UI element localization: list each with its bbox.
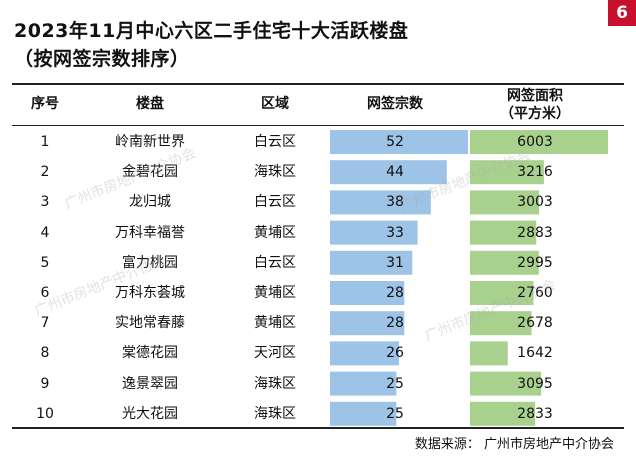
cell-district: 白云区 [254,134,296,150]
count-bar [330,160,447,185]
cell-name: 万科东荟城 [115,285,185,301]
count-bar [330,220,418,245]
header-name: 楼盘 [136,96,164,112]
count-bar [330,371,397,396]
cell-count: 28 [386,315,404,332]
chart-title: 2023年11月中心六区二手住宅十大活跃楼盘 [14,20,409,42]
cell-district: 海珠区 [254,375,296,392]
cell-count: 52 [386,134,404,150]
cell-area: 2995 [517,254,553,271]
cell-name: 棠德花园 [122,345,178,362]
cell-area: 3003 [517,194,553,211]
area-bar [470,190,540,215]
header-count: 网签宗数 [367,96,423,112]
area-bar [470,281,534,305]
count-bar [330,130,468,154]
table-top-rule [12,83,624,85]
cell-area: 2833 [517,405,553,422]
cell-name: 逸景翠园 [122,375,178,392]
header-area-line1: 网签面积 [507,88,563,104]
area-bar [470,311,532,336]
area-bar [470,130,608,154]
cell-district: 天河区 [254,345,296,362]
cell-count: 33 [386,224,404,241]
cell-rank: 7 [40,315,50,332]
cell-count: 28 [386,285,404,301]
cell-area: 2883 [517,224,553,241]
count-bar [330,311,405,336]
cell-name: 光大花园 [122,405,178,422]
cell-rank: 4 [40,224,50,241]
cell-area: 1642 [517,345,553,362]
cell-count: 26 [386,345,404,362]
area-bar [470,220,537,245]
cell-district: 白云区 [254,194,296,211]
cell-count: 31 [386,254,404,271]
cell-area: 3095 [517,375,553,392]
cell-area: 3216 [517,164,553,181]
area-bar [470,341,508,366]
area-bar [470,371,542,396]
cell-rank: 1 [40,134,50,150]
cell-rank: 6 [40,285,50,301]
cell-count: 25 [386,375,404,392]
header-area-line2: （平方米） [500,106,570,122]
cell-rank: 9 [40,375,50,392]
cell-district: 黄埔区 [254,285,296,301]
cell-count: 38 [386,194,404,211]
page-number-badge: 6 [608,0,636,26]
header-district: 区域 [261,96,289,112]
cell-district: 黄埔区 [254,224,296,241]
cell-count: 44 [386,164,404,181]
header-rank: 序号 [31,96,59,112]
area-bar [470,250,539,275]
cell-rank: 5 [40,254,50,271]
cell-name: 万科幸福誉 [115,224,185,241]
cell-district: 白云区 [254,254,296,271]
cell-rank: 8 [40,345,50,362]
cell-district: 海珠区 [254,164,296,181]
data-source: 数据来源： 广州市房地产中介协会 [414,437,614,452]
cell-district: 海珠区 [254,405,296,422]
count-bar [330,401,397,426]
table-bottom-rule [12,427,624,429]
count-bar [330,250,413,275]
cell-rank: 2 [40,164,50,181]
cell-area: 6003 [517,134,553,150]
cell-name: 实地常春藤 [115,315,185,332]
cell-name: 金碧花园 [122,164,178,181]
cell-area: 2760 [517,285,553,301]
cell-area: 2678 [517,315,553,332]
count-bar [330,341,399,366]
chart-subtitle: （按网签宗数排序） [14,48,190,70]
count-bar [330,190,431,215]
area-bar [470,160,544,185]
cell-count: 25 [386,405,404,422]
count-bar [330,281,405,305]
cell-name: 龙归城 [129,194,171,211]
cell-rank: 3 [40,194,50,211]
table-header-rule [12,125,624,126]
cell-rank: 10 [36,405,54,422]
cell-name: 富力桃园 [122,254,178,271]
cell-district: 黄埔区 [254,315,296,332]
cell-name: 岭南新世界 [115,134,185,150]
area-bar [470,401,536,426]
